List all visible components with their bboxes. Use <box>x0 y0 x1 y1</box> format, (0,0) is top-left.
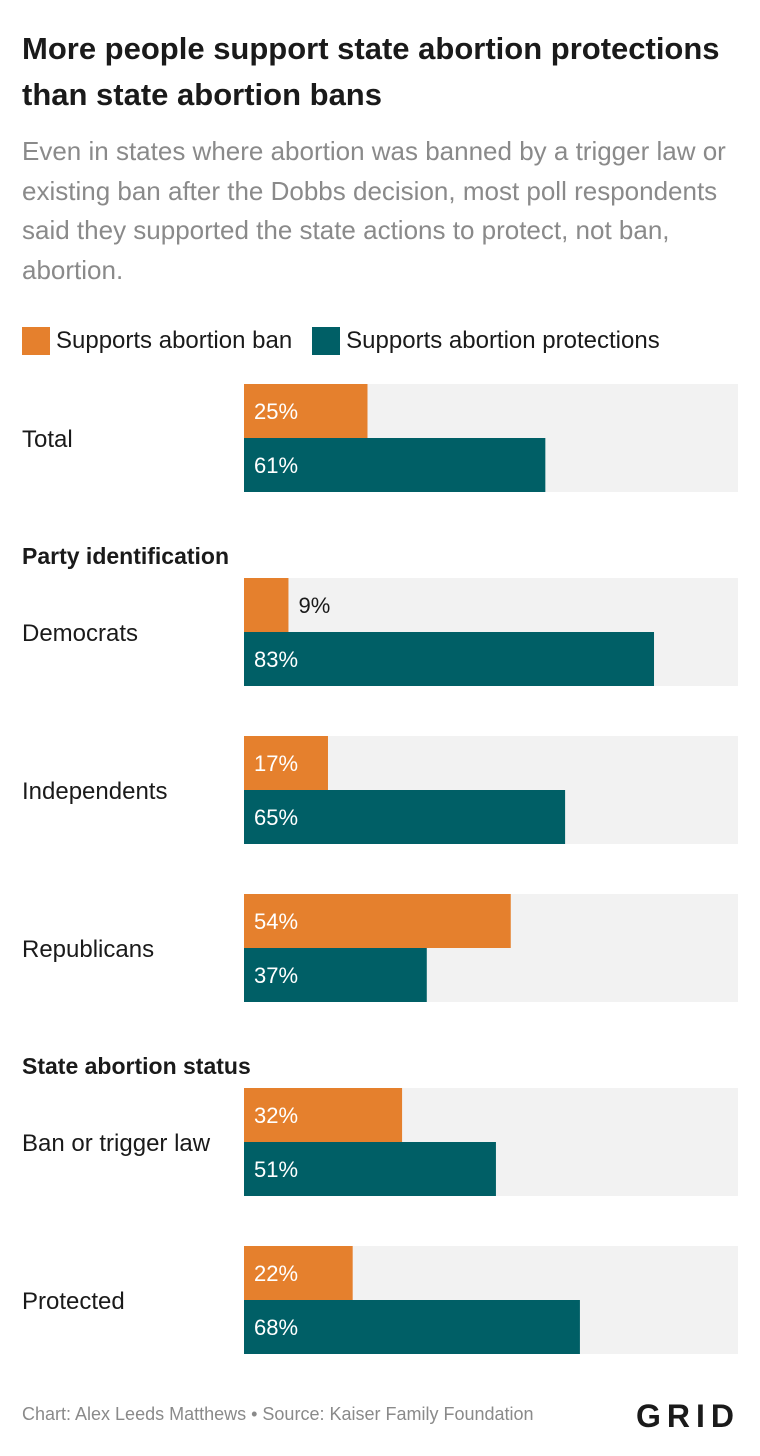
bar-ban <box>244 578 289 632</box>
data-label-ban: 9% <box>298 593 330 618</box>
legend-swatch-ban <box>22 327 50 355</box>
category-label: Protected <box>22 1288 125 1315</box>
bar-ban <box>244 736 328 790</box>
legend-swatch-protections <box>312 327 341 355</box>
bar-protections <box>244 438 546 492</box>
bar-ban <box>244 1246 353 1300</box>
group-header: State abortion status <box>22 1053 251 1079</box>
legend-item-ban: Supports abortion ban <box>22 327 292 355</box>
data-label-ban: 54% <box>254 909 298 934</box>
bar-ban <box>244 894 511 948</box>
legend-item-protections: Supports abortion protections <box>312 327 660 355</box>
data-label-protections: 68% <box>254 1315 298 1340</box>
chart-credit: Chart: Alex Leeds Matthews • Source: Kai… <box>22 1404 534 1424</box>
category-label: Independents <box>22 778 167 805</box>
data-label-protections: 37% <box>254 963 298 988</box>
category-label: Democrats <box>22 620 138 647</box>
legend-label-ban: Supports abortion ban <box>56 327 293 354</box>
category-label: Republicans <box>22 936 154 963</box>
data-label-protections: 61% <box>254 453 298 478</box>
category-label: Total <box>22 426 73 453</box>
data-label-protections: 51% <box>254 1157 298 1182</box>
bar-protections <box>244 632 655 686</box>
bar-chart: Total 25% 61% Party identification Democrats… <box>22 384 738 1354</box>
bar-protections <box>244 1142 496 1196</box>
chart-title: More people support state abortion prote… <box>22 31 720 112</box>
bar-ban <box>244 1088 403 1142</box>
legend: Supports abortion ban Supports abortion … <box>22 326 680 356</box>
data-label-ban: 17% <box>254 751 298 776</box>
chart-subtitle: Even in states where abortion was banned… <box>22 136 726 285</box>
category-label: Ban or trigger law <box>22 1130 211 1157</box>
data-label-protections: 65% <box>254 805 298 830</box>
data-label-ban: 25% <box>254 399 298 424</box>
data-label-protections: 83% <box>254 647 298 672</box>
bar-protections <box>244 948 427 1002</box>
bar-protections <box>244 790 566 844</box>
legend-label-protections: Supports abortion protections <box>346 327 660 354</box>
bar-protections <box>244 1300 580 1354</box>
grid-logo: GRID <box>636 1398 740 1434</box>
data-label-ban: 32% <box>254 1103 298 1128</box>
group-header: Party identification <box>22 543 229 569</box>
data-label-ban: 22% <box>254 1261 298 1286</box>
bar-ban <box>244 384 368 438</box>
